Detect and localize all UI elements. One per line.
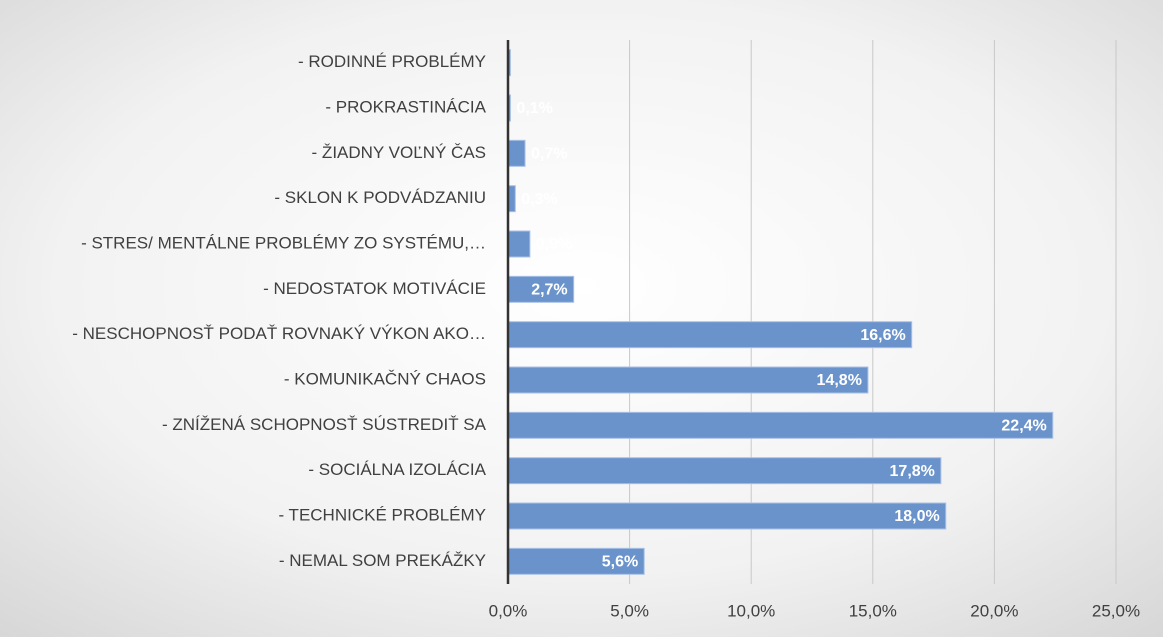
value-label: 0,9% [536,236,572,253]
bar [507,366,869,394]
y-tick-label: - NEDOSTATOK MOTIVÁCIE [263,279,486,298]
value-label: 17,8% [890,463,935,480]
value-label: 0,1% [516,100,552,117]
y-tick-label: - SKLON K PODVÁDZANIU [274,188,486,207]
y-tick-label: - RODINNÉ PROBLÉMY [298,52,486,71]
value-label: 0,7% [531,146,567,163]
bar [507,230,531,258]
value-label: 14,8% [817,372,862,389]
bar [507,457,942,485]
y-tick-label: - ŽIADNY VOĽNÝ ČAS [312,143,486,162]
bar [507,139,526,167]
y-tick-label: - NESCHOPNOSŤ PODAŤ ROVNAKÝ VÝKON AKO… [72,324,486,343]
bar [507,502,947,530]
y-tick-label: - TECHNICKÉ PROBLÉMY [278,505,486,524]
value-label: 22,4% [1001,418,1046,435]
x-tick-label: 10,0% [727,601,775,620]
y-tick-label: - KOMUNIKAČNÝ CHAOS [284,369,486,388]
y-tick-label: - NEMAL SOM PREKÁŽKY [279,551,486,570]
y-tick-label: - ZNÍŽENÁ SCHOPNOSŤ SÚSTREDIŤ SA [162,415,487,434]
y-tick-label: - SOCIÁLNA IZOLÁCIA [308,460,486,479]
value-label: 16,6% [860,327,905,344]
x-tick-label: 0,0% [489,601,528,620]
x-tick-label: 5,0% [610,601,649,620]
bar [507,321,913,349]
value-label: 18,0% [894,508,939,525]
value-label: 5,6% [602,554,638,571]
y-tick-label: - PROKRASTINÁCIA [325,97,486,116]
x-tick-label: 20,0% [970,601,1018,620]
bar [507,411,1054,439]
x-tick-label: 15,0% [849,601,897,620]
x-tick-label: 25,0% [1092,601,1140,620]
bar [507,275,575,303]
value-label: 2,7% [531,282,567,299]
value-label: 0,3% [521,191,557,208]
y-tick-label: - STRES/ MENTÁLNE PROBLÉMY ZO SYSTÉMU,… [81,233,486,252]
